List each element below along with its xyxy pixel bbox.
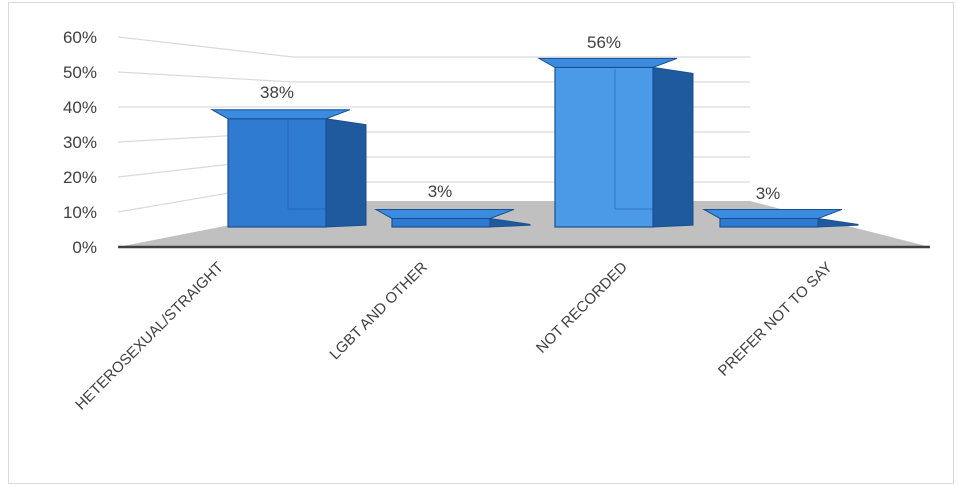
y-tick-label: 10% <box>63 203 97 222</box>
bar-3d <box>537 57 694 228</box>
bar-top-face <box>702 208 843 219</box>
bar-3d <box>210 109 367 228</box>
bar-3d <box>374 208 531 228</box>
x-category-label: HETEROSEXUAL/STRAIGHT <box>72 259 227 414</box>
data-label: 56% <box>587 33 621 52</box>
y-axis: 0% 10% 20% 30% 40% 50% 60% <box>63 28 97 257</box>
y-tick-label: 30% <box>63 133 97 152</box>
bar <box>719 217 819 228</box>
bar <box>227 118 327 228</box>
bar-3d <box>702 208 859 228</box>
y-tick-label: 0% <box>72 238 97 257</box>
y-tick-label: 40% <box>63 98 97 117</box>
y-tick-label: 50% <box>63 63 97 82</box>
bar-top-face <box>210 109 351 120</box>
side-wall-gridline <box>117 71 294 83</box>
y-tick-label: 60% <box>63 28 97 47</box>
bar-side-face <box>325 118 367 228</box>
y-tick-label: 20% <box>63 168 97 187</box>
data-labels: 38% 3% 56% 3% <box>260 33 780 203</box>
bar-side-face <box>652 66 694 228</box>
data-label: 3% <box>756 184 781 203</box>
bar <box>554 66 654 228</box>
bar-side-face <box>817 217 859 228</box>
bar-top-face <box>537 57 678 68</box>
bar <box>391 217 491 228</box>
bar-series <box>210 57 859 228</box>
data-label: 38% <box>260 83 294 102</box>
x-category-label: LGBT AND OTHER <box>326 259 430 363</box>
x-axis: HETEROSEXUAL/STRAIGHT LGBT AND OTHER NOT R… <box>72 259 836 414</box>
side-wall-gridline <box>117 36 294 58</box>
data-label: 3% <box>428 182 453 201</box>
x-category-label: NOT RECORDED <box>533 259 631 357</box>
bar-top-face <box>374 208 515 219</box>
x-category-label: PREFER NOT TO SAY <box>715 259 836 380</box>
